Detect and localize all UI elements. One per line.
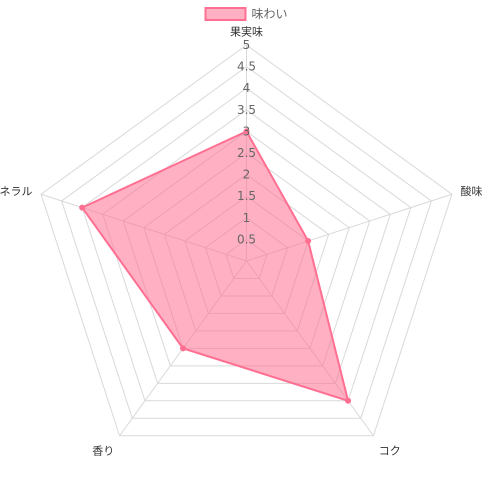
tick-label-2: 2 <box>243 168 251 182</box>
series-area-0[interactable] <box>81 130 350 402</box>
data-point-ミネラル[interactable] <box>79 204 86 211</box>
tick-label-4.5: 4.5 <box>237 60 256 74</box>
legend-label-series[interactable]: 味わい <box>251 7 287 21</box>
data-point-コク[interactable] <box>345 397 352 404</box>
grid-ring-10 <box>40 44 453 437</box>
axis-label-ミネラル: ミネラル <box>0 185 33 198</box>
tick-label-3: 3 <box>243 124 251 138</box>
legend: 味わい <box>204 7 288 21</box>
tick-label-0.5: 0.5 <box>237 232 256 246</box>
tick-label-1: 1 <box>243 211 251 225</box>
legend-swatch-series[interactable] <box>204 7 247 21</box>
tick-label-2.5: 2.5 <box>237 146 256 160</box>
tick-label-1.5: 1.5 <box>237 189 256 203</box>
grid-ring-8 <box>81 87 412 402</box>
data-point-果実味[interactable] <box>243 128 250 135</box>
radar-tick-labels: 0.5 1 1.5 2 2.5 3 3.5 4 4.5 5 <box>237 38 256 246</box>
axis-label-酸味: 酸味 <box>460 184 482 198</box>
axis-label-果実味: 果実味 <box>230 25 263 39</box>
tick-label-3.5: 3.5 <box>237 103 256 117</box>
axis-label-コク: コク <box>379 445 401 458</box>
data-point-香り[interactable] <box>180 345 187 352</box>
grid-ring-9 <box>61 65 432 419</box>
radar-series <box>79 128 352 404</box>
tick-label-5: 5 <box>243 38 251 52</box>
axis-label-香り: 香り <box>92 445 114 458</box>
data-point-酸味[interactable] <box>305 237 312 244</box>
tick-label-4: 4 <box>243 81 251 95</box>
